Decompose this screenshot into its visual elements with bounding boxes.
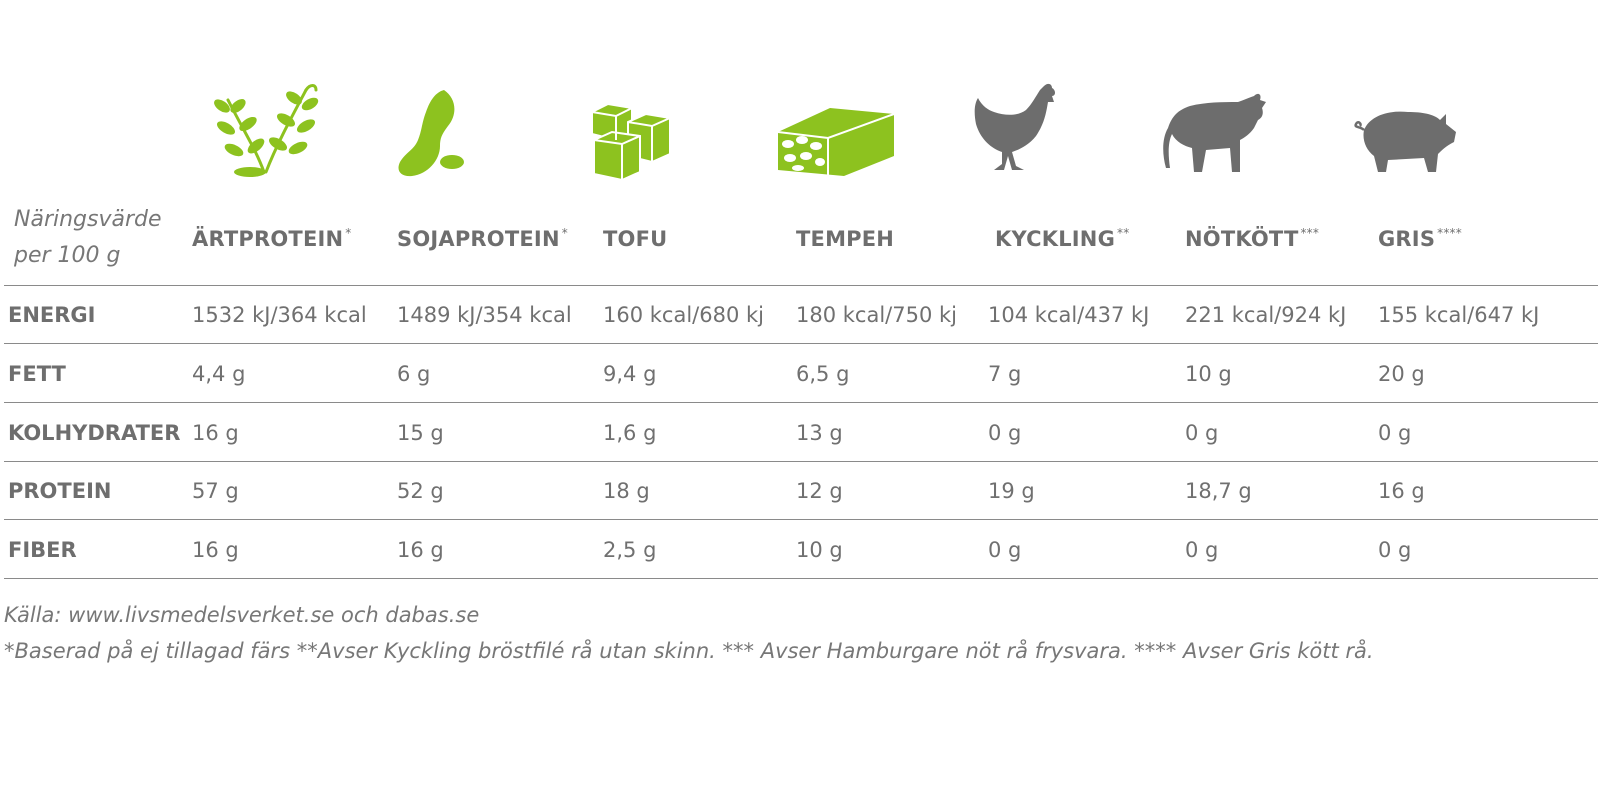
table-cell: 155 kcal/647 kJ (1378, 303, 1540, 327)
table-cell: 13 g (796, 421, 843, 445)
table-cell: 16 g (397, 538, 444, 562)
table-cell: 0 g (1378, 538, 1412, 562)
table-cell: 0 g (1185, 538, 1219, 562)
header-label: Näringsvärde per 100 g (14, 202, 162, 274)
row-label-fiber: FIBER (8, 538, 77, 562)
table-cell: 0 g (1378, 421, 1412, 445)
chicken-icon (972, 80, 1060, 176)
column-header-gris: GRIS **** (1378, 226, 1462, 251)
table-cell: 57 g (192, 479, 239, 503)
tempeh-block-icon (776, 104, 900, 180)
row-divider (4, 461, 1598, 462)
row-label-fett: FETT (8, 362, 66, 386)
table-cell: 52 g (397, 479, 444, 503)
soybean-icon (396, 88, 468, 180)
table-cell: 7 g (988, 362, 1022, 386)
table-cell: 0 g (988, 421, 1022, 445)
table-cell: 221 kcal/924 kJ (1185, 303, 1347, 327)
table-cell: 19 g (988, 479, 1035, 503)
table-cell: 16 g (1378, 479, 1425, 503)
column-header-kyckling: KYCKLING ** (995, 226, 1130, 251)
row-label-kolhydrater: KOLHYDRATER (8, 421, 181, 445)
table-cell: 20 g (1378, 362, 1425, 386)
table-cell: 18,7 g (1185, 479, 1252, 503)
column-header-tempeh: TEMPEH (796, 227, 895, 251)
row-label-protein: PROTEIN (8, 479, 112, 503)
row-label-energi: ENERGI (8, 303, 96, 327)
table-cell: 9,4 g (603, 362, 657, 386)
table-cell: 1532 kJ/364 kcal (192, 303, 367, 327)
table-cell: 15 g (397, 421, 444, 445)
row-divider (4, 285, 1598, 286)
cow-icon (1162, 88, 1270, 176)
table-cell: 10 g (1185, 362, 1232, 386)
row-divider (4, 519, 1598, 520)
table-cell: 12 g (796, 479, 843, 503)
table-cell: 1,6 g (603, 421, 657, 445)
table-cell: 0 g (988, 538, 1022, 562)
table-cell: 160 kcal/680 kj (603, 303, 764, 327)
column-header-sojaprotein: SOJAPROTEIN * (397, 226, 568, 251)
row-divider (4, 578, 1598, 579)
column-header-tofu: TOFU (603, 227, 668, 251)
pig-icon (1350, 106, 1460, 176)
header-label-line1: Näringsvärde (14, 207, 162, 232)
table-cell: 0 g (1185, 421, 1219, 445)
footnote-source: Källa: www.livsmedelsverket.se och dabas… (4, 603, 480, 627)
tofu-cubes-icon (588, 100, 672, 182)
row-divider (4, 402, 1598, 403)
table-cell: 16 g (192, 538, 239, 562)
table-cell: 16 g (192, 421, 239, 445)
table-cell: 6 g (397, 362, 431, 386)
row-divider (4, 343, 1598, 344)
table-cell: 2,5 g (603, 538, 657, 562)
pea-plant-icon (206, 80, 322, 178)
column-header-notkott: NÖTKÖTT *** (1185, 226, 1320, 251)
footnote-notes: *Baserad på ej tillagad färs **Avser Kyc… (4, 639, 1374, 663)
table-cell: 104 kcal/437 kJ (988, 303, 1150, 327)
header-label-line2: per 100 g (14, 243, 121, 268)
table-cell: 6,5 g (796, 362, 850, 386)
column-header-artprotein: ÄRTPROTEIN * (192, 226, 352, 251)
table-cell: 10 g (796, 538, 843, 562)
table-cell: 18 g (603, 479, 650, 503)
table-cell: 4,4 g (192, 362, 246, 386)
table-cell: 180 kcal/750 kj (796, 303, 957, 327)
table-cell: 1489 kJ/354 kcal (397, 303, 572, 327)
